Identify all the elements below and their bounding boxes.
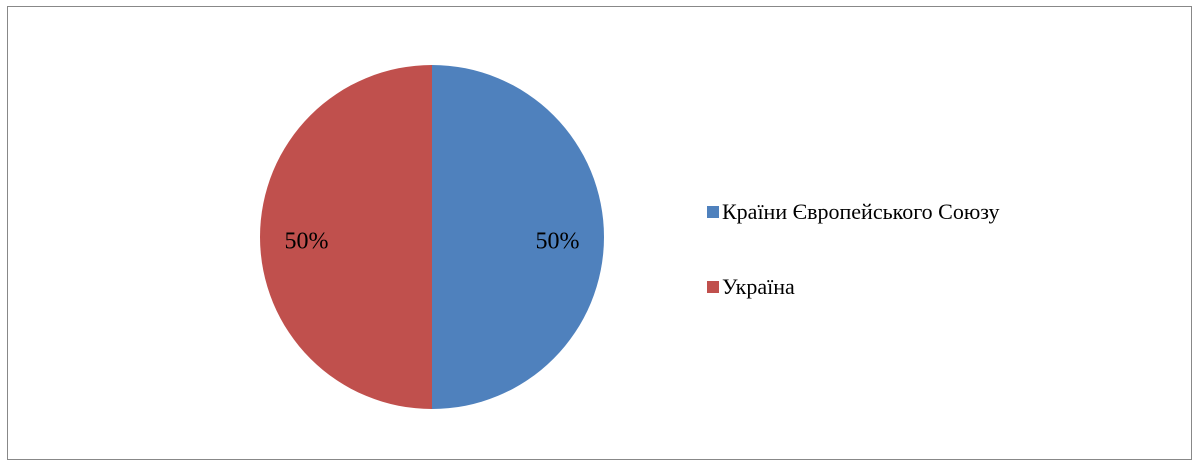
legend-swatch [707,281,719,293]
pie-slice [260,65,432,409]
pie-slice [432,65,604,409]
legend-label: Україна [722,274,795,299]
legend-label: Країни Європейського Союзу [722,199,1000,224]
data-label: 50% [536,229,580,255]
data-label: 50% [284,229,328,255]
legend-swatch [707,206,719,218]
